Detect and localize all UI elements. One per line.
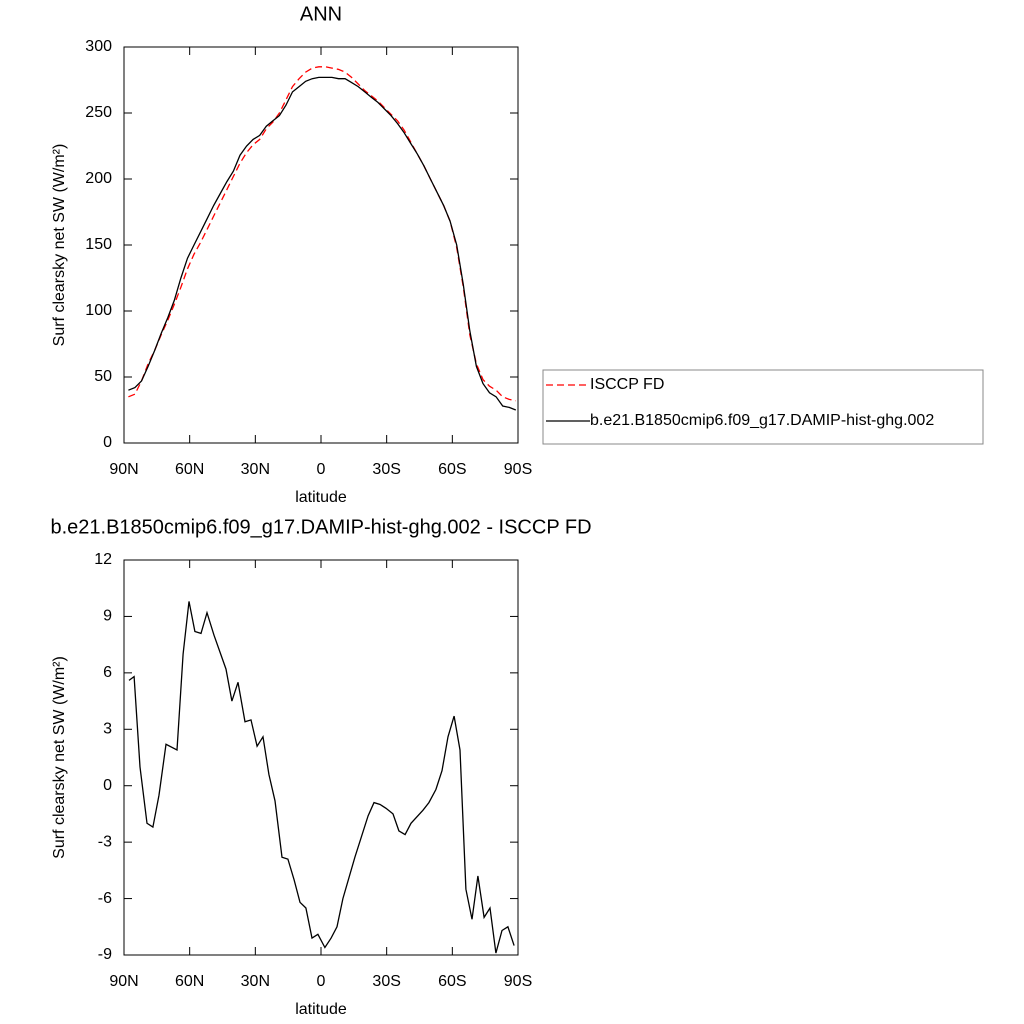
chart-title: b.e21.B1850cmip6.f09_g17.DAMIP-hist-ghg.… — [50, 516, 591, 538]
data-line — [128, 601, 515, 954]
y-tick-label: 150 — [85, 236, 112, 253]
x-tick-label: 90N — [109, 973, 138, 990]
x-tick-label: 60S — [438, 973, 466, 990]
legend-label: ISCCP FD — [590, 376, 664, 393]
chart-title: ANN — [300, 3, 342, 25]
x-tick-label: 0 — [317, 973, 326, 990]
x-tick-label: 30N — [241, 461, 270, 478]
y-tick-label: -9 — [98, 946, 112, 963]
y-tick-label: 6 — [103, 664, 112, 681]
y-tick-label: -3 — [98, 833, 112, 850]
data-line — [128, 66, 516, 402]
y-tick-label: 9 — [103, 608, 112, 625]
y-tick-label: 0 — [103, 777, 112, 794]
y-tick-label: 50 — [94, 368, 112, 385]
y-tick-label: 12 — [94, 551, 112, 568]
y-tick-label: 250 — [85, 104, 112, 121]
x-tick-label: 0 — [317, 461, 326, 478]
legend-label: b.e21.B1850cmip6.f09_g17.DAMIP-hist-ghg.… — [590, 412, 934, 429]
x-tick-label: 60N — [175, 973, 204, 990]
x-tick-label: 60N — [175, 461, 204, 478]
x-axis-label: latitude — [295, 489, 347, 506]
y-axis-label: Surf clearsky net SW (W/m²) — [51, 144, 68, 347]
x-tick-label: 30N — [241, 973, 270, 990]
x-tick-label: 30S — [372, 461, 400, 478]
x-tick-label: 90S — [504, 461, 532, 478]
x-tick-label: 30S — [372, 973, 400, 990]
y-tick-label: 0 — [103, 434, 112, 451]
y-axis-label: Surf clearsky net SW (W/m²) — [51, 656, 68, 859]
x-tick-label: 90N — [109, 461, 138, 478]
y-tick-label: 200 — [85, 170, 112, 187]
y-tick-label: 3 — [103, 721, 112, 738]
data-line — [128, 76, 517, 411]
y-tick-label: -6 — [98, 890, 112, 907]
plot-frame — [123, 46, 519, 444]
x-tick-label: 60S — [438, 461, 466, 478]
legend-box — [542, 369, 984, 445]
y-tick-label: 300 — [85, 38, 112, 55]
x-tick-label: 90S — [504, 973, 532, 990]
y-tick-label: 100 — [85, 302, 112, 319]
plot-frame — [123, 559, 519, 956]
x-axis-label: latitude — [295, 1001, 347, 1018]
